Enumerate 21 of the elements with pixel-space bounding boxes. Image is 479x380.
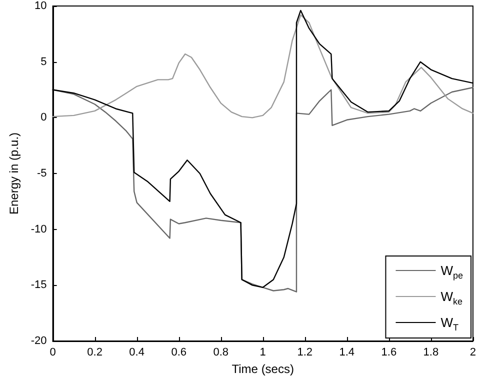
- y-tick-label: -15: [30, 279, 47, 292]
- x-tick-label: 2: [470, 346, 476, 358]
- y-tick-label: 5: [40, 56, 47, 68]
- x-tick-label: 0: [50, 346, 56, 358]
- y-tick-label: -10: [30, 223, 47, 236]
- x-tick-label: 0.4: [129, 346, 144, 358]
- line-series: [52, 14, 474, 118]
- x-tick-label: 1: [260, 346, 266, 358]
- x-tick-label: 0.8: [213, 346, 229, 358]
- x-tick-label: 1.6: [381, 346, 397, 358]
- y-axis-title: Energy in (p.u.): [7, 132, 21, 215]
- y-tick-label: 10: [34, 0, 47, 12]
- y-tick-label: -20: [30, 335, 47, 347]
- x-tick-label: 0.2: [87, 346, 102, 358]
- x-tick-label: 1.2: [297, 346, 313, 358]
- x-tick-label: 1.8: [423, 346, 439, 358]
- y-tick-label: -5: [37, 168, 47, 180]
- x-tick-label: 1.4: [339, 346, 355, 358]
- y-tick-label: 0: [40, 112, 47, 124]
- x-axis-title: Time (secs): [232, 362, 294, 376]
- x-tick-label: 0.6: [171, 346, 186, 358]
